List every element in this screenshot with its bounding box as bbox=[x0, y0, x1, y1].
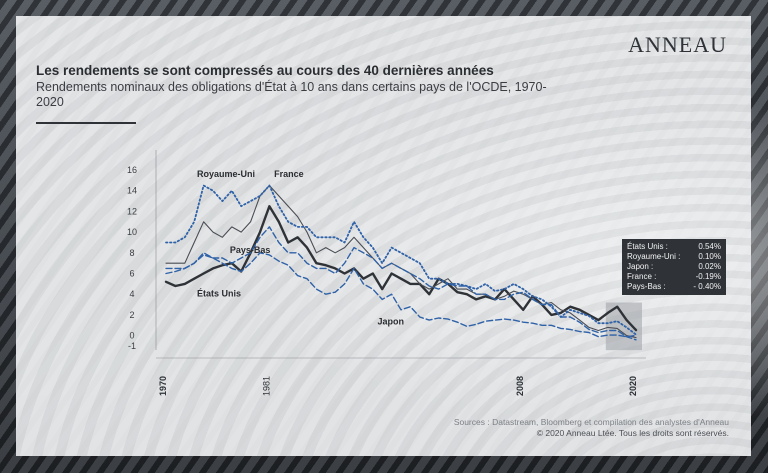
y-tick-label: 6 bbox=[129, 269, 134, 279]
series-label: France bbox=[274, 169, 304, 179]
y-tick-label: 4 bbox=[129, 289, 134, 299]
y-tick-label: -1 bbox=[128, 341, 136, 351]
latest-yields-box: États Unis : 0.54% Royaume-Uni : 0.10% J… bbox=[622, 239, 726, 295]
chart-sources: Sources : Datastream, Bloomberg et compi… bbox=[454, 417, 729, 439]
y-tick-label: 12 bbox=[127, 206, 137, 216]
sources-text: Sources : Datastream, Bloomberg et compi… bbox=[453, 417, 729, 427]
y-tick-label: 8 bbox=[129, 248, 134, 258]
y-tick-label: 0 bbox=[129, 331, 134, 341]
title-underline bbox=[36, 122, 136, 124]
y-tick-label: 14 bbox=[127, 186, 137, 196]
y-tick-label: 10 bbox=[127, 227, 137, 237]
x-tick-label: 2020 bbox=[628, 376, 638, 396]
legend-value: 0.02% bbox=[698, 262, 721, 271]
x-tick-label: 2008 bbox=[515, 376, 525, 396]
series-line-japon bbox=[165, 252, 637, 338]
legend-value: -0.19% bbox=[695, 272, 721, 281]
legend-value: 0.54% bbox=[698, 242, 721, 251]
line-chart: 16 14 12 10 8 6 4 2 0-1 1970 1981 2008 2020 Royaume-U… bbox=[127, 150, 646, 396]
legend-row-us: États Unis : 0.54% bbox=[627, 242, 721, 252]
series-label: Japon bbox=[378, 316, 405, 326]
series-label: Royaume-Uni bbox=[197, 169, 255, 179]
legend-row-nl: Pays-Bas : - 0.40% bbox=[627, 282, 721, 292]
x-tick-label: 1981 bbox=[261, 376, 271, 396]
x-tick-label: 1970 bbox=[158, 376, 168, 396]
copyright-text: © 2020 Anneau Ltée. Tous les droits sont… bbox=[536, 428, 729, 438]
chart-subtitle: Rendements nominaux des obligations d'Ét… bbox=[36, 80, 547, 109]
legend-label: États Unis : bbox=[627, 242, 668, 251]
legend-label: Pays-Bas : bbox=[627, 282, 666, 291]
chart-panel: ANNEAU Les rendements se sont compressés… bbox=[16, 16, 751, 456]
chart-title: Les rendements se sont compressés au cou… bbox=[36, 63, 494, 78]
series-label: États Unis bbox=[197, 288, 241, 298]
brand-logo: ANNEAU bbox=[628, 32, 727, 57]
panel-texture bbox=[16, 16, 751, 456]
series-line-france bbox=[165, 184, 637, 339]
y-tick-label: 2 bbox=[129, 310, 134, 320]
legend-row-uk: Royaume-Uni : 0.10% bbox=[627, 252, 721, 262]
series-line-pays-bas bbox=[165, 226, 637, 341]
legend-label: Royaume-Uni : bbox=[627, 252, 681, 261]
legend-row-fr: France : -0.19% bbox=[627, 272, 721, 282]
legend-label: Japon : bbox=[627, 262, 654, 271]
series-label: Pays-Bas bbox=[230, 245, 271, 255]
series-line-royaume-uni bbox=[165, 184, 637, 336]
legend-row-jp: Japon : 0.02% bbox=[627, 262, 721, 272]
legend-value: 0.10% bbox=[698, 252, 721, 261]
legend-value: - 0.40% bbox=[693, 282, 721, 291]
legend-label: France : bbox=[627, 272, 657, 281]
y-tick-label: 16 bbox=[127, 165, 137, 175]
